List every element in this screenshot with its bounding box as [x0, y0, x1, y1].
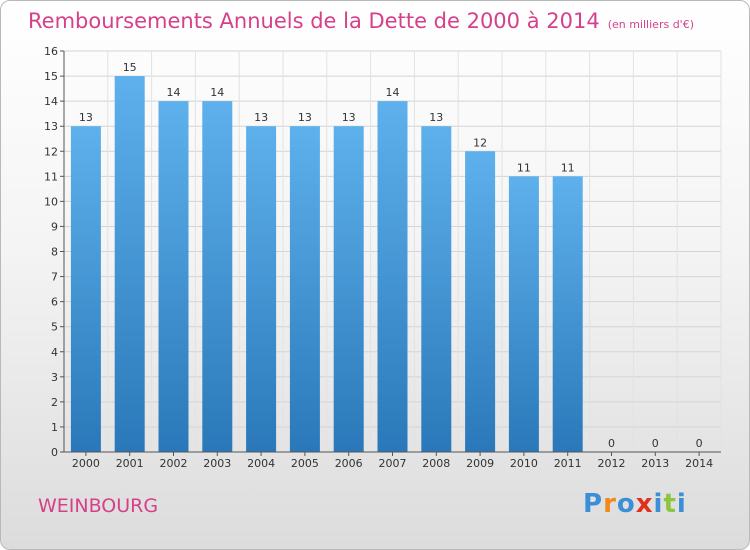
x-tick-label-2008: 2008: [422, 457, 450, 470]
value-label-2012: 0: [608, 437, 615, 450]
y-tick-label: 4: [51, 346, 58, 359]
value-label-2006: 13: [342, 111, 356, 124]
y-tick-label: 8: [51, 246, 58, 259]
value-label-2010: 11: [517, 161, 531, 174]
y-tick-label: 13: [44, 120, 58, 133]
labels-layer: 0123456789101112131415161320001520011420…: [44, 45, 713, 470]
y-tick-label: 2: [51, 396, 58, 409]
value-label-2009: 12: [473, 136, 487, 149]
x-tick-label-2011: 2011: [554, 457, 582, 470]
chart-unit: (en milliers d'€): [607, 18, 694, 31]
bar-2002: [158, 101, 189, 452]
x-tick-label-2006: 2006: [335, 457, 363, 470]
x-tick-label-2003: 2003: [203, 457, 231, 470]
x-tick-label-2014: 2014: [685, 457, 713, 470]
y-tick-label: 6: [51, 296, 58, 309]
brand-letter: r: [603, 489, 617, 519]
bar-2003: [202, 101, 233, 452]
value-label-2014: 0: [696, 437, 703, 450]
value-label-2000: 13: [79, 111, 93, 124]
bar-2011: [552, 176, 583, 452]
location-label: WEINBOURG: [38, 495, 159, 517]
x-tick-label-2010: 2010: [510, 457, 538, 470]
y-tick-label: 15: [44, 70, 58, 83]
x-tick-label-2012: 2012: [598, 457, 626, 470]
value-label-2004: 13: [254, 111, 268, 124]
y-tick-label: 9: [51, 220, 58, 233]
y-tick-label: 0: [51, 446, 58, 459]
y-tick-label: 10: [44, 195, 58, 208]
value-label-2002: 14: [167, 86, 181, 99]
y-tick-label: 11: [44, 170, 58, 183]
y-tick-label: 5: [51, 321, 58, 334]
bar-2006: [333, 126, 364, 452]
x-tick-label-2004: 2004: [247, 457, 275, 470]
bar-2005: [289, 126, 320, 452]
y-tick-label: 1: [51, 421, 58, 434]
bar-2001: [114, 76, 145, 452]
bar-2000: [70, 126, 101, 452]
bar-2010: [508, 176, 539, 452]
brand-letter: i: [676, 489, 687, 519]
x-tick-label-2001: 2001: [116, 457, 144, 470]
x-tick-label-2013: 2013: [641, 457, 669, 470]
y-tick-label: 3: [51, 371, 58, 384]
chart-title-text: Remboursements Annuels de la Dette de 20…: [28, 9, 600, 33]
value-label-2011: 11: [561, 161, 575, 174]
y-tick-label: 12: [44, 145, 58, 158]
x-tick-label-2007: 2007: [379, 457, 407, 470]
y-tick-label: 7: [51, 271, 58, 284]
value-label-2001: 15: [123, 61, 137, 74]
bar-2009: [465, 151, 496, 452]
axes-layer: [60, 50, 721, 456]
brand-letter: t: [663, 489, 677, 519]
x-tick-label-2002: 2002: [160, 457, 188, 470]
y-tick-label: 16: [44, 45, 58, 58]
value-label-2005: 13: [298, 111, 312, 124]
value-label-2007: 14: [386, 86, 400, 99]
value-label-2003: 14: [210, 86, 224, 99]
brand-letter: x: [635, 489, 654, 519]
bar-2004: [246, 126, 277, 452]
brand-letter: o: [616, 489, 636, 519]
bars-layer: [70, 76, 583, 452]
x-tick-label-2005: 2005: [291, 457, 319, 470]
value-label-2008: 13: [429, 111, 443, 124]
x-tick-label-2009: 2009: [466, 457, 494, 470]
brand-letter: i: [653, 489, 664, 519]
chart-title: Remboursements Annuels de la Dette de 20…: [28, 9, 694, 33]
bar-2007: [377, 101, 408, 452]
value-label-2013: 0: [652, 437, 659, 450]
brand-letter: P: [583, 489, 604, 519]
y-tick-label: 14: [44, 95, 58, 108]
brand-logo: Proxiti: [583, 489, 687, 519]
bar-2008: [421, 126, 452, 452]
x-tick-label-2000: 2000: [72, 457, 100, 470]
